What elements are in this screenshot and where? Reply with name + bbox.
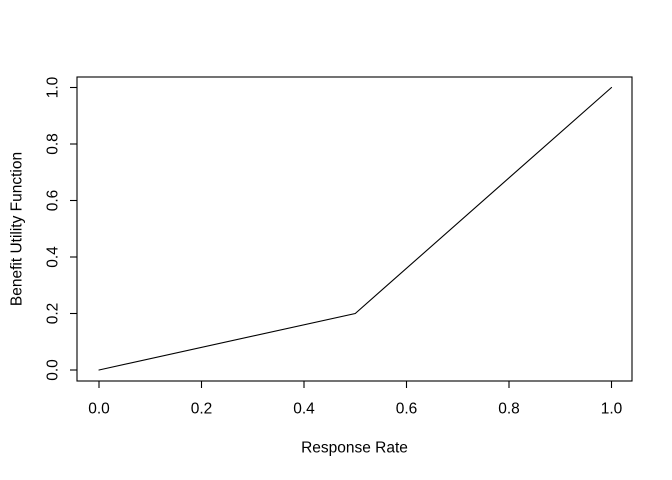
y-axis-title: Benefit Utility Function [9,152,26,306]
x-axis-title: Response Rate [301,440,408,457]
x-tick-label: 0.4 [293,401,315,418]
y-tick-label: 0.0 [45,359,62,381]
y-tick-label: 0.8 [45,133,62,155]
y-tick-label: 0.4 [45,246,62,268]
x-tick-label: 1.0 [601,401,623,418]
x-tick-label: 0.0 [88,401,110,418]
x-tick-label: 0.2 [191,401,213,418]
y-tick-label: 0.6 [45,190,62,212]
data-line-benefit-utility [98,86,613,371]
y-tick-label: 0.2 [45,303,62,325]
plot-border [76,76,633,382]
x-tick-label: 0.8 [498,401,520,418]
plot-area: 0.0 0.2 0.4 0.6 0.8 1.0 0.0 0.2 0.4 0.6 0.8 1.0 [45,76,633,418]
y-tick-label: 1.0 [45,76,62,98]
x-tick-label: 0.6 [396,401,418,418]
